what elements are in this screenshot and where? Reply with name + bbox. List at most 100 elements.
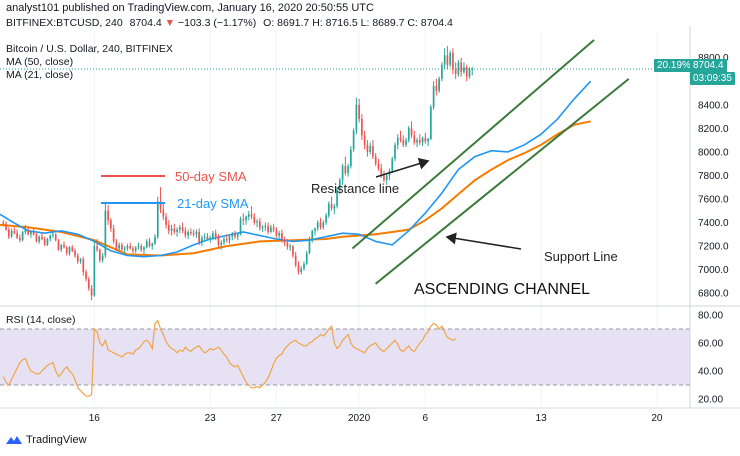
candle-body xyxy=(369,146,372,152)
candle-body xyxy=(60,244,63,250)
candle-body xyxy=(162,209,165,217)
tradingview-brand[interactable]: TradingView xyxy=(6,434,87,446)
candle-body xyxy=(217,237,220,245)
price-tick-label: 8800.0 xyxy=(698,53,729,64)
candle-body xyxy=(87,279,90,289)
time-tick-label: 16 xyxy=(89,413,101,424)
candle-body xyxy=(418,140,421,143)
rsi-panel xyxy=(0,319,690,397)
candle-body xyxy=(110,220,112,229)
candle-body xyxy=(383,175,385,181)
candle-body xyxy=(275,229,278,236)
candle-body xyxy=(410,128,413,136)
candle-body xyxy=(21,231,24,241)
candle-body xyxy=(167,224,170,231)
candle-body xyxy=(330,203,333,209)
change-value: −103.3 (−1.17%) xyxy=(178,17,257,29)
price-tick-label: 6800.0 xyxy=(698,289,729,300)
candle-body xyxy=(190,231,192,234)
candle-body xyxy=(54,234,57,241)
candle-body xyxy=(429,107,432,139)
candle-body xyxy=(245,216,247,221)
candle-body xyxy=(90,288,93,296)
candle-body xyxy=(98,249,101,261)
last-price: 8704.4 xyxy=(129,17,162,29)
sma21-label: 21-day SMA xyxy=(177,196,249,211)
candle-body xyxy=(132,248,134,251)
candle-body xyxy=(79,259,82,262)
ma50-line xyxy=(0,120,591,257)
candle-body xyxy=(391,158,394,171)
rsi-tick-label: 40.00 xyxy=(698,367,723,378)
candle-body xyxy=(173,228,176,232)
candle-body xyxy=(303,263,305,269)
symbol-label: BITFINEX:BTCUSD, 240 xyxy=(6,17,123,29)
candle-body xyxy=(347,166,349,174)
candle-body xyxy=(465,67,468,77)
candle-body xyxy=(294,255,297,265)
candle-body xyxy=(223,239,225,243)
support-label: Support Line xyxy=(544,249,618,264)
rsi-tick-label: 80.00 xyxy=(698,311,723,322)
candle-body xyxy=(258,221,261,229)
candle-body xyxy=(308,239,311,254)
candle-body xyxy=(16,233,18,238)
candle-body xyxy=(19,237,21,241)
ma21-legend[interactable]: MA (21, close) xyxy=(6,69,74,81)
candle-body xyxy=(129,246,132,249)
time-tick-label: 13 xyxy=(536,413,548,424)
candle-body xyxy=(101,255,104,261)
candle-body xyxy=(247,214,250,217)
candle-body xyxy=(292,246,294,256)
candle-body xyxy=(104,210,107,256)
candle-body xyxy=(82,259,85,273)
time-tick-label: 20 xyxy=(651,413,663,424)
candle-body xyxy=(253,216,256,223)
candle-body xyxy=(366,144,369,152)
candle-body xyxy=(352,130,355,150)
candle-body xyxy=(355,104,358,131)
candle-body xyxy=(380,168,383,176)
candle-body xyxy=(71,247,74,251)
candle-body xyxy=(206,236,209,240)
candle-body xyxy=(170,228,173,231)
candle-body xyxy=(148,241,151,247)
candle-body xyxy=(432,85,435,108)
resistance-arrow xyxy=(375,157,430,178)
price-tick-label: 7800.0 xyxy=(698,171,729,182)
rsi-legend[interactable]: RSI (14, close) xyxy=(6,314,76,326)
chart-title: Bitcoin / U.S. Dollar, 240, BITFINEX xyxy=(6,43,173,55)
candle-body xyxy=(449,52,452,65)
candle-body xyxy=(57,240,60,250)
candlesticks xyxy=(2,45,474,301)
candle-body xyxy=(443,55,446,65)
candle-body xyxy=(452,52,454,70)
candle-body xyxy=(118,244,121,249)
candle-body xyxy=(314,228,316,231)
candle-body xyxy=(242,219,245,221)
candle-body xyxy=(250,214,253,217)
ma50-legend[interactable]: MA (50, close) xyxy=(6,56,74,68)
candle-body xyxy=(270,227,272,232)
candle-body xyxy=(322,222,325,228)
candle-body xyxy=(112,228,115,242)
candle-body xyxy=(350,149,352,167)
candle-body xyxy=(74,250,76,256)
candle-body xyxy=(446,55,449,65)
candle-body xyxy=(228,236,231,241)
candle-body xyxy=(184,230,187,236)
candle-body xyxy=(192,233,195,235)
candle-body xyxy=(187,231,189,236)
candle-body xyxy=(319,222,322,228)
moving-averages xyxy=(0,80,592,258)
candle-body xyxy=(220,242,223,245)
candle-body xyxy=(435,85,438,91)
candle-body xyxy=(427,138,429,142)
candle-body xyxy=(85,272,87,280)
candle-body xyxy=(341,166,344,181)
candle-body xyxy=(63,244,65,248)
candle-body xyxy=(7,229,10,237)
candle-body xyxy=(159,201,162,210)
candle-body xyxy=(305,253,308,264)
candle-body xyxy=(198,231,201,243)
